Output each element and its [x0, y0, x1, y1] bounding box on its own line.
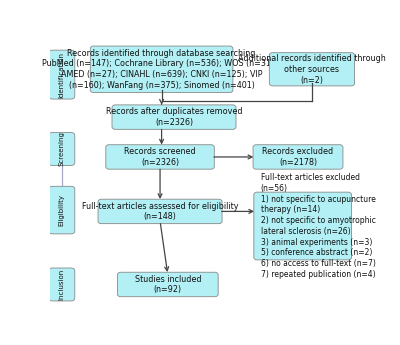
Text: Records excluded
(n=2178): Records excluded (n=2178)	[262, 147, 334, 167]
FancyBboxPatch shape	[90, 46, 233, 92]
FancyBboxPatch shape	[253, 145, 343, 169]
Text: Records identified through database searching
PubMed (n=147); Cochrane Library (: Records identified through database sear…	[42, 49, 282, 90]
Text: Identification: Identification	[59, 52, 65, 98]
FancyBboxPatch shape	[98, 199, 222, 224]
Text: Records screened
(n=2326): Records screened (n=2326)	[124, 147, 196, 167]
Text: Records after duplicates removed
(n=2326): Records after duplicates removed (n=2326…	[106, 107, 242, 127]
FancyBboxPatch shape	[269, 53, 354, 86]
FancyBboxPatch shape	[49, 132, 75, 166]
FancyBboxPatch shape	[118, 272, 218, 297]
FancyBboxPatch shape	[49, 50, 75, 99]
FancyBboxPatch shape	[254, 192, 352, 260]
Text: Full-text articles assessed for eligibility
(n=148): Full-text articles assessed for eligibil…	[82, 201, 238, 221]
Text: Studies included
(n=92): Studies included (n=92)	[134, 275, 201, 294]
Text: Full-text articles excluded
(n=56)
1) not specific to acupuncture
therapy (n=14): Full-text articles excluded (n=56) 1) no…	[261, 173, 376, 279]
Text: Screening: Screening	[59, 131, 65, 166]
FancyBboxPatch shape	[49, 186, 75, 234]
Text: Additional records identified through
other sources
(n=2): Additional records identified through ot…	[238, 54, 386, 85]
Text: Eligibility: Eligibility	[59, 194, 65, 226]
FancyBboxPatch shape	[112, 105, 236, 129]
FancyBboxPatch shape	[106, 145, 214, 169]
FancyBboxPatch shape	[49, 268, 75, 301]
Text: Inclusion: Inclusion	[59, 269, 65, 300]
